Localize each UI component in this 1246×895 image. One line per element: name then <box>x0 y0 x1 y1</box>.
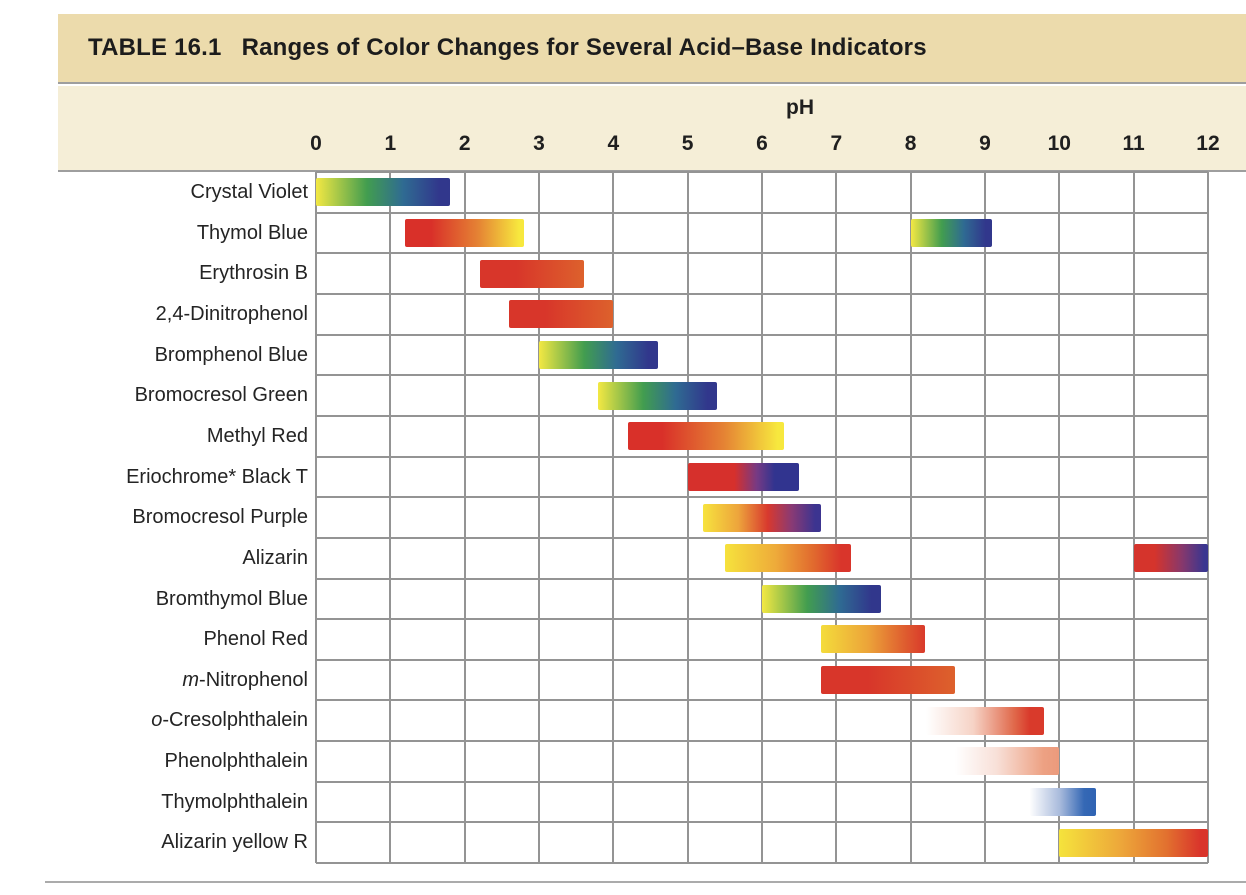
indicator-bar <box>598 381 718 410</box>
grid-hline <box>316 455 1208 458</box>
ph-tick-label: 7 <box>830 132 843 155</box>
grid-hline <box>316 740 1208 743</box>
grid-vline <box>389 172 392 864</box>
grid-vline <box>1058 172 1061 864</box>
grid-hline <box>316 333 1208 336</box>
grid-vline <box>1206 172 1209 864</box>
grid-hline <box>316 496 1208 499</box>
ph-tick-label: 4 <box>607 132 620 155</box>
grid-vline <box>835 172 838 864</box>
indicator-bar <box>761 584 881 613</box>
grid-hline <box>316 780 1208 783</box>
ph-axis-band: pH 0 1 2 3 4 5 6 7 8 9 10 11 12 <box>58 86 1246 172</box>
indicator-label: Erythrosin B <box>199 262 308 285</box>
ph-tick-label: 6 <box>756 132 768 155</box>
table-number: TABLE 16.1 <box>88 34 222 61</box>
grid-hline <box>316 699 1208 702</box>
grid-vline <box>909 172 912 864</box>
indicator-bar <box>538 340 658 369</box>
grid-vline <box>983 172 986 864</box>
grid-hline <box>316 658 1208 661</box>
indicator-label: Thymol Blue <box>196 221 308 244</box>
ph-tick-label: 2 <box>458 132 471 155</box>
indicator-label: Phenol Red <box>203 628 308 651</box>
grid-hline <box>316 821 1208 824</box>
indicator-bar <box>821 666 956 695</box>
indicator-bar <box>821 625 926 654</box>
grid-hline <box>316 292 1208 295</box>
indicator-label: o-Cresolphthalein <box>151 709 308 732</box>
grid-hline <box>316 211 1208 214</box>
ph-tick-label: 9 <box>979 132 991 155</box>
ph-tick-label: 8 <box>904 132 917 155</box>
indicator-bar <box>628 422 785 451</box>
grid-hline <box>316 374 1208 377</box>
indicator-label: Alizarin yellow R <box>161 831 308 854</box>
footer-rule <box>45 881 1246 883</box>
indicator-label: Bromthymol Blue <box>155 587 308 610</box>
ph-tick-label: 0 <box>310 132 322 155</box>
grid-hline <box>316 577 1208 580</box>
indicator-label: Bromocresol Purple <box>132 506 308 529</box>
ph-tick-label: 5 <box>681 132 694 155</box>
indicator-label: Bromocresol Green <box>134 384 308 407</box>
ph-tick-label: 11 <box>1122 132 1145 155</box>
indicator-bar <box>955 747 1060 776</box>
ph-tick-label: 1 <box>384 132 397 155</box>
indicator-label: Crystal Violet <box>190 181 308 203</box>
indicator-label: Bromphenol Blue <box>154 343 308 366</box>
grid-vline <box>612 172 615 864</box>
indicator-label: Eriochrome* Black T <box>126 465 308 488</box>
grid-hline <box>316 414 1208 417</box>
grid-vline <box>537 172 540 864</box>
indicator-bar <box>724 544 852 573</box>
ph-axis-label: pH <box>786 96 814 119</box>
indicator-bar <box>509 300 614 329</box>
ph-tick-label: 3 <box>533 132 545 155</box>
indicator-label: Thymolphthalein <box>161 790 308 813</box>
indicator-label: Alizarin <box>242 546 308 569</box>
grid-vline <box>463 172 466 864</box>
ph-tick-label: 12 <box>1196 132 1220 155</box>
grid-vline <box>686 172 689 864</box>
indicator-bar <box>1059 828 1208 857</box>
indicator-label: m-Nitrophenol <box>182 668 308 691</box>
indicator-bar <box>702 503 822 532</box>
indicator-bar <box>925 706 1045 735</box>
indicator-bar <box>1133 544 1208 573</box>
indicator-bar <box>687 462 800 491</box>
indicator-bar <box>316 178 450 207</box>
indicator-bar <box>405 218 525 247</box>
indicator-bar <box>479 259 584 288</box>
indicator-bar <box>910 218 993 247</box>
ph-tick-label: 10 <box>1047 132 1071 155</box>
grid-hline <box>316 252 1208 255</box>
indicator-label: 2,4-Dinitrophenol <box>155 302 308 325</box>
grid-vline <box>1132 172 1135 864</box>
grid-hline <box>316 171 1208 173</box>
table-title: Ranges of Color Changes for Several Acid… <box>241 34 927 61</box>
table-title-band: TABLE 16.1 Ranges of Color Changes for S… <box>58 14 1246 84</box>
grid-hline <box>316 536 1208 539</box>
indicator-label: Methyl Red <box>206 424 308 447</box>
indicator-bar <box>1029 788 1097 817</box>
indicator-label: Phenolphthalein <box>164 750 308 773</box>
grid-vline <box>315 172 317 864</box>
grid-hline <box>316 618 1208 621</box>
grid-hline <box>316 862 1208 865</box>
